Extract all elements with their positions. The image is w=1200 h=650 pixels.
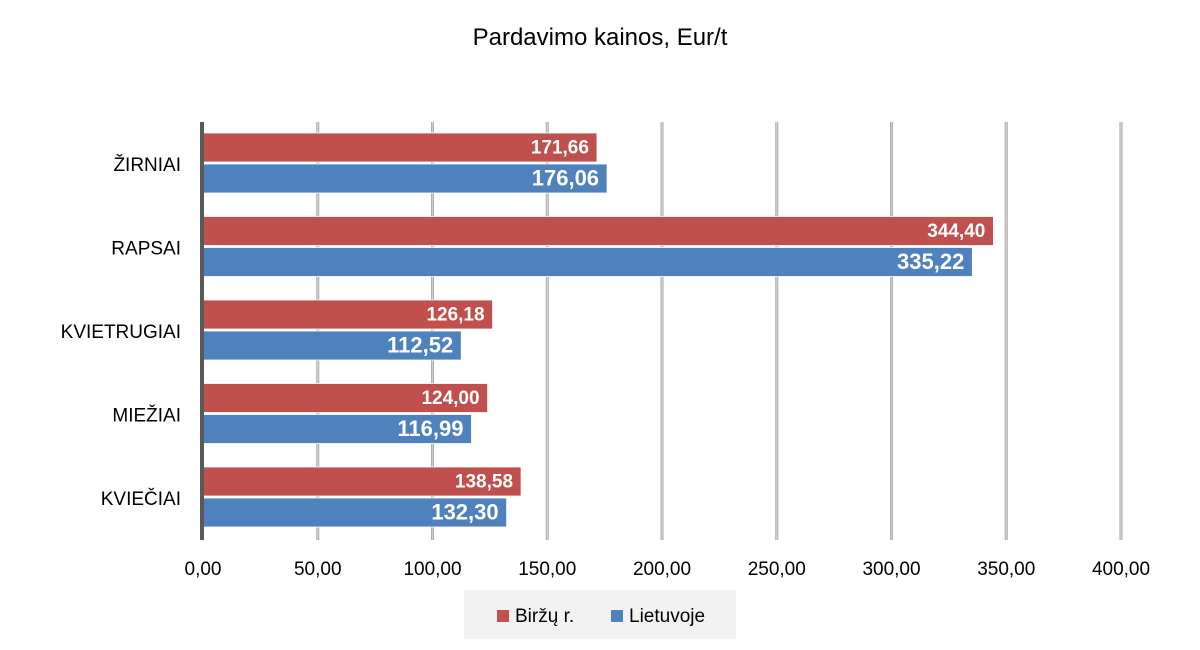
x-tick-label: 350,00 [977, 559, 1035, 580]
legend-swatch-birzu [497, 610, 509, 622]
data-label: 126,18 [426, 305, 484, 326]
x-tick-label: 150,00 [518, 559, 576, 580]
gridline [1004, 122, 1008, 540]
bar-lietuvoje [202, 497, 508, 528]
category-label: KVIETRUGIAI [61, 322, 181, 343]
category-label: RAPSAI [111, 239, 181, 260]
x-tick-label: 0,00 [185, 559, 222, 580]
bars [202, 132, 994, 528]
legend-swatch-lietuvoje [611, 610, 623, 622]
category-labels: ŽIRNIAI RAPSAI KVIETRUGIAI MIEŽIAI KVIEČIAI [61, 154, 181, 510]
data-label: 344,40 [927, 221, 985, 242]
bar-lietuvoje [202, 414, 472, 444]
data-label: 335,22 [897, 249, 964, 274]
data-label: 124,00 [421, 388, 479, 409]
gridline [890, 122, 893, 540]
y-axis-line [200, 122, 204, 540]
bar-birzu [202, 466, 522, 497]
bar-birzu [202, 132, 598, 163]
x-tick-labels: 0,00 50,00 100,00 150,00 200,00 250,00 300,00 3… [185, 559, 1151, 580]
gridline [660, 122, 664, 540]
bar-lietuvoje [202, 247, 973, 277]
data-label: 171,66 [531, 138, 589, 159]
x-tick-label: 100,00 [403, 559, 461, 580]
legend-label-lietuvoje: Lietuvoje [629, 606, 705, 627]
gridline [775, 122, 779, 540]
x-tick-label: 400,00 [1092, 559, 1150, 580]
x-tick-label: 50,00 [294, 559, 342, 580]
data-label: 116,99 [397, 416, 463, 441]
category-label: KVIEČIAI [101, 488, 181, 510]
bar-birzu [202, 216, 994, 246]
data-labels: 171,66 176,06 344,40 335,22 126,18 112,52 124,… [387, 138, 985, 525]
category-label: MIEŽIAI [112, 405, 181, 427]
data-label: 176,06 [532, 165, 599, 190]
x-tick-label: 200,00 [633, 559, 691, 580]
data-label: 132,30 [431, 499, 498, 524]
legend-background [464, 590, 736, 639]
legend-label-birzu: Biržų r. [515, 606, 574, 627]
bar-lietuvoje [202, 330, 462, 361]
gridline [545, 122, 549, 540]
data-label: 112,52 [387, 332, 453, 357]
chart-title: Pardavimo kainos, Eur/t [473, 24, 728, 51]
data-label: 138,58 [455, 472, 513, 493]
x-tick-label: 300,00 [862, 559, 920, 580]
bar-birzu [202, 299, 493, 330]
legend: Biržų r. Lietuvoje [464, 590, 736, 639]
x-tick-label: 250,00 [748, 559, 806, 580]
category-label: ŽIRNIAI [113, 154, 181, 176]
gridline [1119, 122, 1123, 540]
